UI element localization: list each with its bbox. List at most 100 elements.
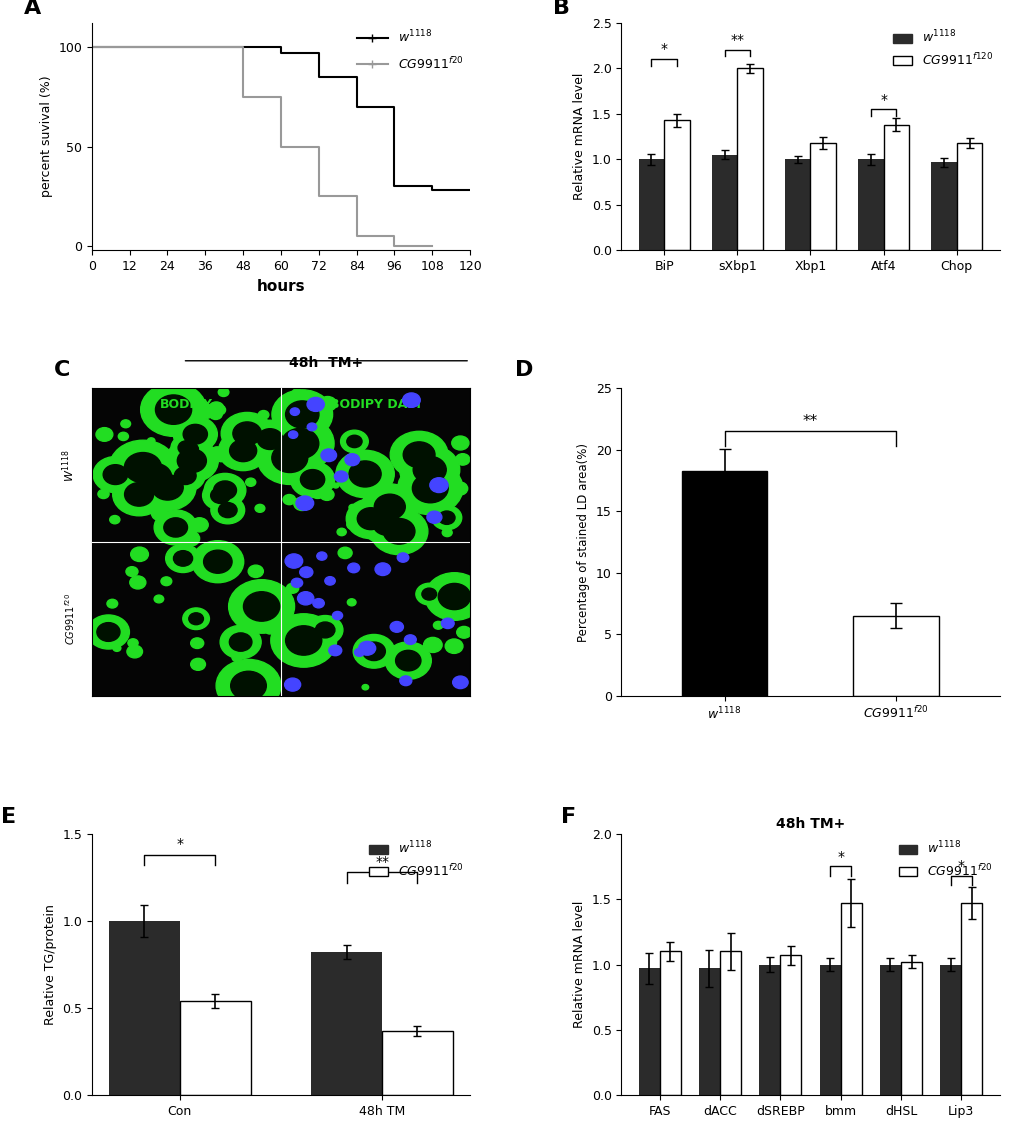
Text: *: * [837, 850, 844, 864]
Circle shape [410, 475, 419, 482]
Circle shape [152, 489, 163, 499]
Circle shape [390, 431, 447, 478]
Bar [940, 964, 960, 1095]
Circle shape [107, 599, 117, 608]
Circle shape [150, 452, 164, 463]
Circle shape [390, 622, 404, 632]
Circle shape [290, 407, 300, 415]
Circle shape [317, 552, 326, 560]
Circle shape [357, 508, 384, 529]
Text: *: * [957, 859, 964, 873]
Circle shape [106, 472, 114, 479]
Circle shape [347, 599, 356, 606]
Circle shape [258, 411, 269, 419]
Circle shape [124, 453, 161, 483]
Circle shape [300, 567, 313, 577]
Legend: $w^{1118}$, $CG9911^{f20}$: $w^{1118}$, $CG9911^{f20}$ [898, 840, 993, 879]
Circle shape [123, 452, 185, 503]
Legend: $w^{1118}$, $CG9911^{f120}$: $w^{1118}$, $CG9911^{f120}$ [893, 29, 993, 67]
Text: **: ** [802, 414, 817, 429]
Circle shape [183, 424, 207, 444]
Circle shape [247, 420, 293, 458]
Circle shape [405, 396, 418, 407]
Text: *: * [879, 92, 887, 106]
Circle shape [191, 518, 208, 532]
Circle shape [215, 552, 228, 564]
Circle shape [229, 633, 252, 652]
Circle shape [399, 675, 412, 686]
Circle shape [359, 641, 375, 655]
Circle shape [281, 428, 319, 459]
Circle shape [285, 625, 321, 655]
Circle shape [369, 504, 404, 533]
Text: **: ** [375, 855, 388, 868]
Circle shape [374, 494, 405, 519]
Circle shape [298, 592, 314, 605]
Circle shape [173, 551, 193, 566]
Circle shape [355, 648, 364, 656]
Circle shape [455, 454, 470, 466]
Bar [882, 124, 908, 250]
Text: **: ** [730, 33, 744, 48]
Circle shape [178, 440, 195, 455]
Circle shape [429, 478, 447, 493]
Circle shape [174, 467, 196, 485]
Circle shape [386, 489, 399, 502]
Circle shape [161, 577, 171, 585]
Text: 48h  TM+: 48h TM+ [289, 356, 363, 370]
Circle shape [180, 531, 200, 547]
Circle shape [442, 528, 451, 536]
Circle shape [206, 430, 212, 435]
Circle shape [423, 638, 441, 653]
Circle shape [441, 618, 453, 629]
Circle shape [181, 443, 199, 456]
Circle shape [457, 626, 471, 638]
Circle shape [346, 456, 355, 463]
Circle shape [397, 462, 463, 515]
Circle shape [451, 482, 468, 495]
Circle shape [214, 412, 221, 418]
Circle shape [361, 503, 412, 544]
Circle shape [362, 642, 385, 661]
Circle shape [154, 596, 163, 602]
Circle shape [433, 622, 442, 629]
Circle shape [431, 505, 462, 529]
Bar [818, 964, 840, 1095]
Circle shape [265, 626, 274, 634]
Circle shape [296, 496, 314, 510]
Circle shape [282, 494, 296, 504]
Circle shape [266, 416, 334, 471]
Bar [879, 964, 900, 1095]
Circle shape [229, 500, 238, 507]
Circle shape [88, 615, 129, 649]
Text: E: E [1, 807, 16, 827]
Circle shape [103, 464, 127, 485]
Circle shape [416, 583, 442, 605]
Text: C: C [54, 361, 70, 380]
X-axis label: hours: hours [257, 278, 305, 293]
Circle shape [124, 483, 154, 507]
Circle shape [272, 444, 308, 472]
Text: $CG9911^{f20}$: $CG9911^{f20}$ [63, 593, 76, 645]
Circle shape [347, 564, 360, 573]
Circle shape [148, 438, 155, 444]
Circle shape [396, 553, 409, 563]
Circle shape [200, 454, 207, 460]
Text: A: A [23, 0, 41, 18]
Circle shape [385, 642, 431, 679]
Circle shape [126, 645, 143, 658]
Circle shape [348, 461, 381, 487]
Circle shape [204, 474, 246, 507]
Circle shape [170, 421, 186, 435]
Circle shape [444, 639, 463, 654]
Circle shape [226, 445, 242, 458]
Circle shape [452, 677, 468, 688]
Circle shape [96, 428, 113, 442]
Circle shape [425, 573, 483, 621]
Circle shape [213, 405, 225, 415]
Circle shape [164, 518, 187, 537]
Circle shape [218, 388, 228, 396]
Circle shape [438, 511, 454, 525]
Circle shape [221, 412, 273, 454]
Circle shape [421, 474, 433, 484]
